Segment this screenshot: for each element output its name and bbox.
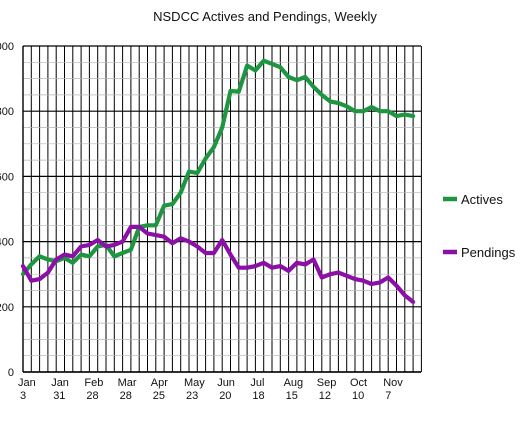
series-line-pendings (20, 224, 416, 304)
x-tick-month: Mar (118, 377, 137, 389)
x-tick-day: 15 (286, 390, 298, 402)
legend-label-pendings: Pendings (461, 245, 516, 260)
x-tick-day: 28 (120, 390, 132, 402)
y-tick-label: 0 (8, 367, 14, 379)
x-tick-day: 7 (385, 390, 391, 402)
x-tick-month: Aug (284, 377, 304, 389)
x-tick-month: Jan (51, 377, 69, 389)
chart-title: NSDCC Actives and Pendings, Weekly (153, 9, 377, 24)
x-tick-day: 18 (252, 390, 264, 402)
y-tick-label: 800 (0, 106, 14, 118)
x-tick-day: 3 (20, 390, 26, 402)
y-tick-label: 200 (0, 302, 14, 314)
x-tick-month: Jun (217, 377, 235, 389)
x-tick-day: 10 (352, 390, 364, 402)
x-tick-day: 25 (153, 390, 165, 402)
x-tick-month: Apr (151, 377, 168, 389)
y-tick-label: 400 (0, 237, 14, 249)
y-tick-label: 1000 (0, 41, 14, 53)
x-tick-day: 20 (219, 390, 231, 402)
x-tick-month: Jan (18, 377, 36, 389)
legend-label-actives: Actives (461, 192, 503, 207)
x-tick-month: May (184, 377, 205, 389)
x-tick-day: 31 (53, 390, 65, 402)
x-tick-month: Jul (250, 377, 264, 389)
x-tick-month: Sep (317, 377, 337, 389)
y-axis: 0 200 400 600 800 1000 (0, 41, 14, 379)
x-tick-month: Nov (383, 377, 403, 389)
series-line-actives (20, 58, 416, 277)
legend: Actives Pendings (443, 192, 516, 260)
x-tick-month: Oct (350, 377, 367, 389)
x-axis: Jan3Jan31Feb28Mar28Apr25May23Jun20Jul18A… (18, 377, 403, 402)
x-tick-day: 28 (86, 390, 98, 402)
grid-layer (22, 45, 422, 373)
x-tick-day: 12 (319, 390, 331, 402)
y-tick-label: 600 (0, 171, 14, 183)
series-layer (20, 58, 416, 304)
x-tick-day: 23 (186, 390, 198, 402)
x-tick-month: Feb (84, 377, 103, 389)
